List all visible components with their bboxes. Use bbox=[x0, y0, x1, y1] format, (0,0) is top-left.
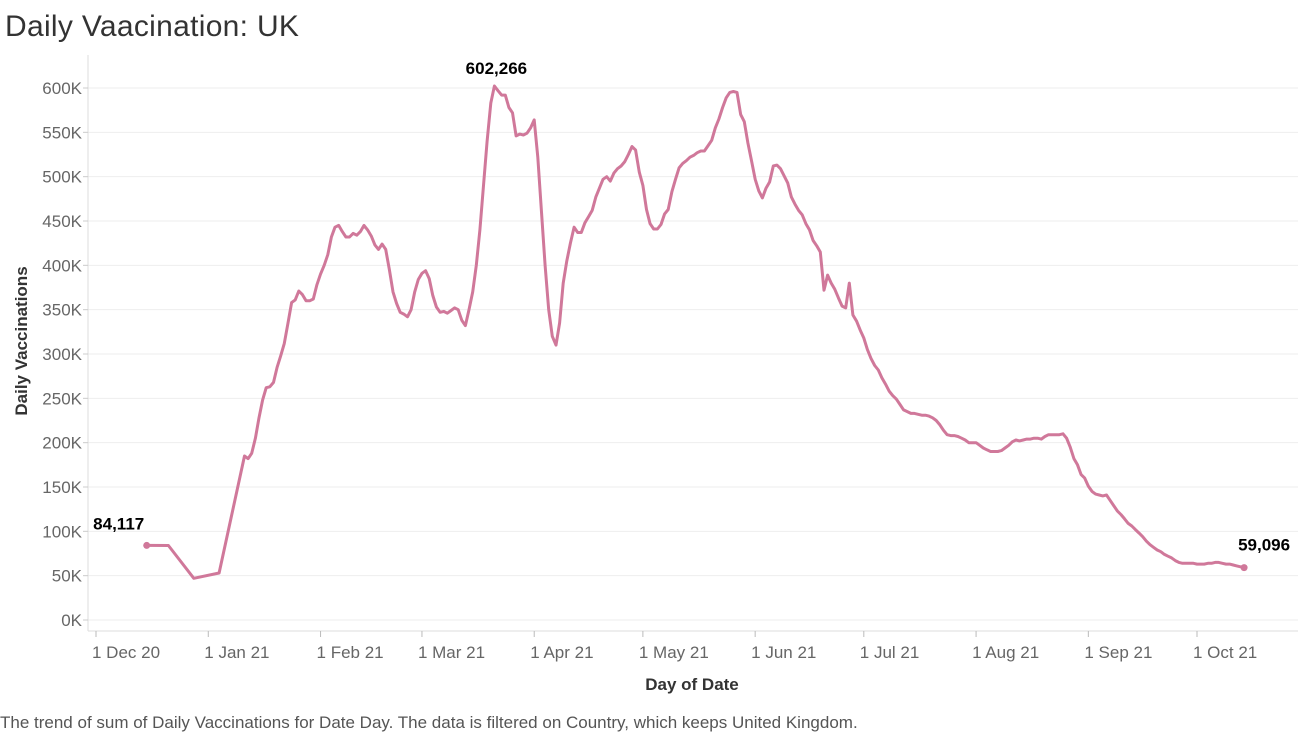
data-label: 84,117 bbox=[93, 514, 144, 533]
x-tick-label: 1 Dec 20 bbox=[92, 643, 160, 662]
x-tick-label: 1 May 21 bbox=[639, 643, 709, 662]
y-tick-label: 0K bbox=[61, 611, 82, 630]
x-tick-label: 1 Feb 21 bbox=[317, 643, 384, 662]
x-tick-label: 1 Aug 21 bbox=[972, 643, 1039, 662]
line-chart: 0K 50K 100K 150K 200K 250K 300K 350K 400K 450K 500… bbox=[12, 55, 1298, 694]
x-tick-label: 1 Jan 21 bbox=[204, 643, 269, 662]
y-tick-label: 500K bbox=[42, 168, 82, 187]
series-line bbox=[145, 84, 1246, 580]
y-tick-label: 300K bbox=[42, 345, 82, 364]
x-tick-label: 1 Apr 21 bbox=[530, 643, 593, 662]
y-tick-label: 600K bbox=[42, 79, 82, 98]
x-tick-label: 1 Sep 21 bbox=[1084, 643, 1152, 662]
y-tick-label: 150K bbox=[42, 478, 82, 497]
x-tick-label: 1 Mar 21 bbox=[418, 643, 485, 662]
chart-title: Daily Vaacination: UK bbox=[5, 10, 300, 43]
data-label: 602,266 bbox=[466, 59, 527, 78]
y-tick-label: 50K bbox=[52, 567, 83, 586]
x-axis-title: Day of Date bbox=[645, 675, 739, 694]
gridlines bbox=[88, 87, 1298, 621]
y-tick-label: 400K bbox=[42, 256, 82, 275]
chart-caption: The trend of sum of Daily Vaccinations f… bbox=[0, 713, 858, 732]
end-point-marker bbox=[1240, 564, 1248, 572]
y-axis: 0K 50K 100K 150K 200K 250K 300K 350K 400K 450K 500… bbox=[42, 55, 89, 631]
y-tick-label: 450K bbox=[42, 212, 82, 231]
y-axis-title: Daily Vaccinations bbox=[12, 266, 31, 415]
y-tick-label: 550K bbox=[42, 123, 82, 142]
x-tick-label: 1 Jul 21 bbox=[860, 643, 920, 662]
x-axis: 1 Dec 20 1 Jan 21 1 Feb 21 1 Mar 21 1 Apr 21… bbox=[88, 630, 1298, 662]
y-tick-label: 250K bbox=[42, 389, 82, 408]
y-tick-label: 200K bbox=[42, 434, 82, 453]
end-point-marker bbox=[143, 541, 151, 549]
series-line-group bbox=[145, 84, 1246, 580]
x-tick-label: 1 Oct 21 bbox=[1193, 643, 1257, 662]
data-label: 59,096 bbox=[1238, 536, 1290, 555]
y-tick-label: 350K bbox=[42, 301, 82, 320]
x-tick-label: 1 Jun 21 bbox=[751, 643, 816, 662]
y-tick-label: 100K bbox=[42, 522, 82, 541]
annotation-labels: 84,117 602,266 59,096 bbox=[93, 59, 1290, 572]
